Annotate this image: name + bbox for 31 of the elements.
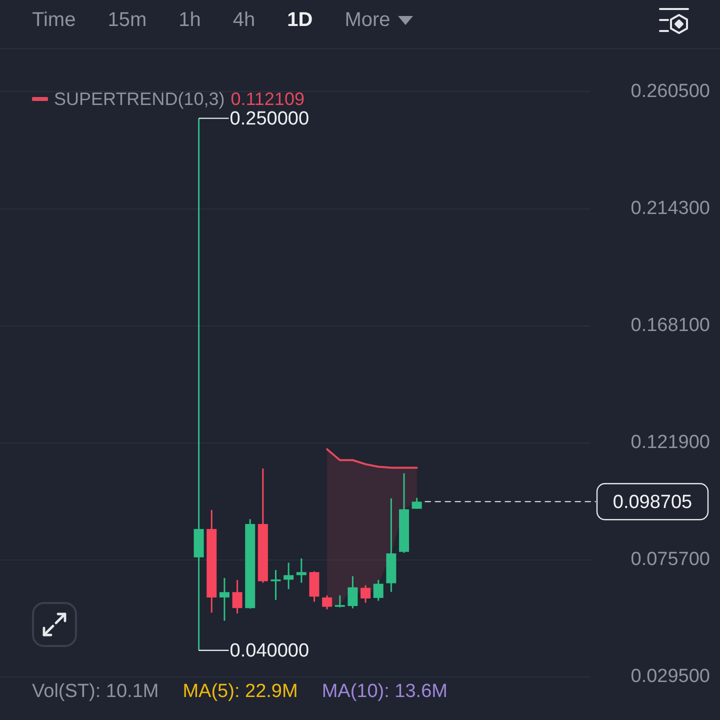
candlestick (284, 562, 294, 590)
annotation: 0.250000 (230, 108, 310, 130)
candlestick (194, 118, 204, 652)
annotation: 0.040000 (230, 640, 310, 662)
y-tick-label: 0.168100 (630, 315, 710, 336)
y-tick-label: 0.214300 (630, 198, 710, 220)
candlestick (232, 579, 242, 614)
text: 4h (232, 8, 256, 32)
candlestick (296, 558, 306, 584)
candlestick (360, 584, 371, 604)
text: MA(5): 22.9M (182, 681, 298, 702)
annotation: 0.112109 (230, 88, 304, 110)
text: 1h (178, 8, 201, 32)
candlestick (334, 594, 345, 608)
text: More (344, 8, 390, 32)
candlestick (412, 497, 422, 510)
ref-line-label: 0.098705 (612, 492, 692, 513)
candlestick (322, 594, 332, 610)
text: MA(10): 13.6M (322, 681, 448, 702)
candlestick (219, 577, 230, 622)
text: 1D (287, 8, 313, 32)
candlestick (373, 579, 384, 602)
legend-label: SUPERTREND(10,3) (54, 88, 225, 110)
y-tick-label: 0.121900 (630, 432, 710, 454)
text: Time (32, 8, 76, 32)
candlestick (348, 575, 358, 610)
y-tick-label: 0.075700 (630, 549, 710, 570)
text: Vol(ST): 10.1M (32, 681, 159, 702)
y-tick-label: 0.260500 (630, 80, 710, 102)
y-tick-label: 0.029500 (630, 666, 710, 688)
text: 15m (108, 8, 147, 32)
